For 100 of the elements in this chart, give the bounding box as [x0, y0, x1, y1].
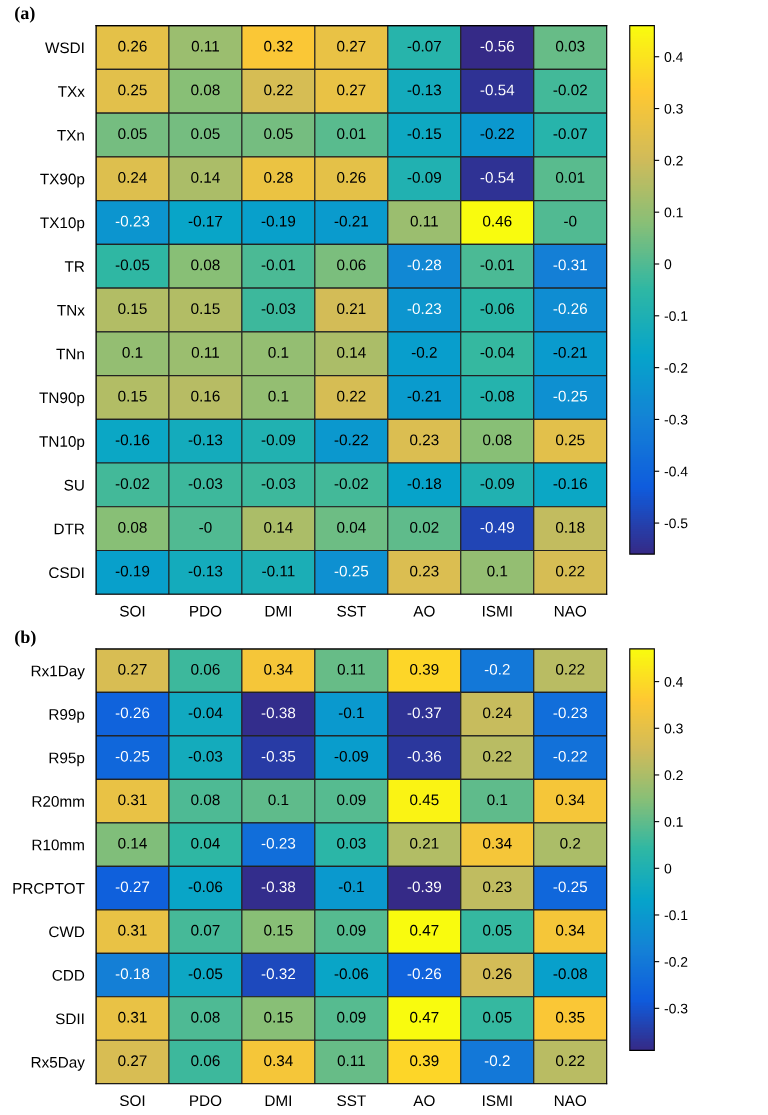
data-label: -0.19	[115, 565, 150, 577]
data-label: 0.34	[264, 1055, 293, 1067]
data-label: 0.47	[410, 924, 439, 936]
y-tick-label: TX10p	[40, 217, 85, 232]
data-label: 0.06	[337, 259, 366, 271]
data-label: 0.05	[483, 1011, 512, 1023]
data-label: 0.34	[264, 663, 293, 675]
y-tick-label: Rx1Day	[31, 665, 85, 680]
data-label: 0.28	[264, 172, 293, 183]
data-label: 0.21	[337, 303, 366, 315]
data-label: 0.01	[337, 128, 366, 140]
data-label: 0.39	[410, 1055, 439, 1067]
data-label: 0.35	[555, 1011, 585, 1023]
data-label: 0.22	[555, 565, 585, 577]
data-label: 0.24	[483, 707, 512, 719]
color-bar-label: 0.2	[664, 770, 683, 781]
data-label: 0.1	[487, 794, 508, 806]
data-label: 0.14	[191, 172, 220, 183]
data-label: -0.2	[484, 1055, 510, 1067]
color-bar-label: -0.3	[664, 414, 688, 425]
color-bar-label: 0.4	[664, 676, 683, 687]
data-label: 0.09	[337, 1011, 366, 1023]
data-label: 0.08	[118, 521, 147, 533]
data-label: 0.08	[483, 434, 512, 446]
x-tick-label: SST	[337, 1095, 366, 1107]
x-tick-label: ISMI	[482, 605, 512, 617]
data-label: 0.46	[483, 215, 512, 227]
y-tick-label: TX90p	[40, 173, 85, 188]
data-label: -0.18	[115, 968, 150, 980]
data-label: -0.08	[480, 390, 515, 402]
data-label: -0.02	[553, 84, 587, 96]
data-label: -0.28	[407, 259, 442, 271]
data-label: 0.47	[410, 1011, 439, 1023]
y-tick-label: SU	[64, 479, 84, 491]
x-tick-label: NAO	[554, 1095, 587, 1107]
data-label: 0.08	[191, 1011, 220, 1023]
data-label: 0.14	[118, 837, 147, 849]
y-tick-label: TN90p	[39, 392, 85, 407]
data-label: 0.1	[268, 390, 289, 402]
data-label: -0.13	[407, 84, 442, 96]
data-label: -0.09	[261, 434, 296, 446]
data-label: -0.2	[411, 346, 437, 358]
data-label: -0.23	[115, 215, 150, 227]
data-label: 0.1	[122, 346, 143, 358]
data-label: -0.01	[261, 259, 296, 271]
data-label: 0.27	[118, 663, 147, 675]
data-label: -0.16	[553, 478, 587, 490]
data-label: 0.11	[191, 346, 219, 358]
data-label: 0.22	[264, 84, 293, 96]
x-tick-label: DMI	[265, 1095, 291, 1106]
data-label: 0.05	[191, 128, 220, 140]
x-tick-label: AO	[413, 605, 435, 617]
color-bar-label: -0.2	[664, 362, 688, 373]
data-label: -0.2	[484, 663, 510, 675]
data-label: -0.22	[480, 128, 514, 140]
data-label: -0.18	[407, 478, 442, 490]
data-label: -0.37	[407, 707, 441, 719]
data-label: -0.07	[553, 128, 587, 140]
data-label: 0.11	[337, 663, 365, 675]
data-label: 0.11	[191, 40, 219, 52]
y-tick-label: CSDI	[49, 567, 84, 579]
data-label: -0.06	[334, 968, 369, 980]
x-tick-label: SOI	[120, 1095, 145, 1107]
data-label: 0.34	[555, 794, 585, 806]
data-label: -0.21	[334, 215, 369, 227]
color-bar-label: -0.1	[664, 910, 688, 921]
data-label: 0.25	[118, 84, 147, 96]
data-label: -0.38	[261, 881, 296, 893]
data-label: 0.34	[483, 837, 512, 849]
color-bar-label: 0.1	[664, 207, 683, 218]
color-bar-label: 0.3	[664, 723, 683, 734]
data-label: -0.05	[188, 968, 223, 980]
data-label: -0.03	[188, 478, 223, 490]
x-tick-label: DMI	[265, 605, 291, 617]
data-label: -0.25	[553, 881, 588, 893]
data-label: -0.26	[115, 707, 150, 719]
data-label: 0.14	[264, 521, 293, 533]
data-label: -0.05	[115, 259, 150, 271]
data-label: -0.35	[261, 750, 296, 762]
data-label: 0.11	[410, 215, 438, 227]
x-tick-label: SST	[337, 605, 366, 617]
chart-title: (b)	[15, 630, 36, 647]
data-label: 0.02	[410, 521, 439, 533]
data-label: -0.23	[261, 837, 296, 849]
y-tick-label: R10mm	[32, 839, 84, 851]
color-bar-label: -0.5	[664, 518, 688, 529]
y-tick-label: SDII	[55, 1013, 84, 1025]
data-label: 0.1	[487, 565, 508, 577]
data-label: -0.04	[480, 346, 515, 358]
data-label: -0	[564, 215, 577, 227]
data-label: -0.27	[115, 881, 150, 893]
y-tick-label: R95p	[49, 752, 85, 767]
data-label: -0.06	[480, 303, 515, 315]
data-label: 0.01	[555, 172, 585, 183]
data-label: -0	[199, 521, 212, 533]
data-label: -0.03	[261, 303, 296, 315]
data-label: 0.14	[337, 346, 366, 358]
data-label: -0.26	[407, 968, 442, 980]
data-label: 0.23	[410, 565, 439, 577]
data-label: -0.15	[407, 128, 442, 140]
